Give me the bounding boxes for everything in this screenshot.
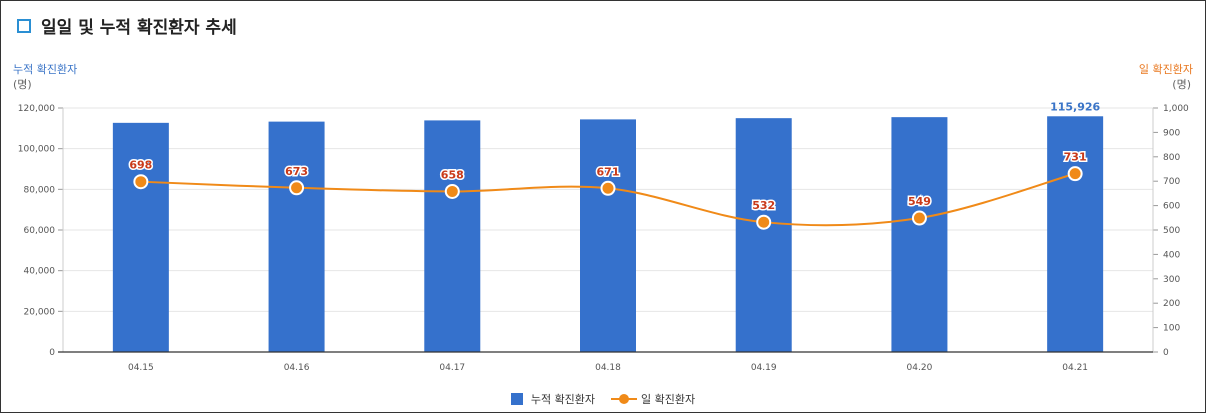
bar bbox=[735, 118, 792, 353]
left-tick-label: 20,000 bbox=[24, 307, 56, 317]
left-axis-title: 누적 확진환자 bbox=[13, 63, 78, 76]
left-tick-label: 60,000 bbox=[24, 226, 56, 236]
left-tick-label: 40,000 bbox=[24, 267, 56, 277]
right-tick-label: 700 bbox=[1163, 177, 1180, 187]
right-tick-label: 0 bbox=[1163, 348, 1169, 358]
square-bullet-icon bbox=[17, 18, 31, 33]
legend-line-swatch bbox=[611, 393, 638, 405]
bar-data-label: 115,926 bbox=[1050, 100, 1100, 113]
legend-item-bar[interactable]: 누적 확진환자 bbox=[510, 391, 596, 407]
title-row: 일일 및 누적 확진환자 추세 bbox=[17, 13, 237, 38]
right-tick-label: 100 bbox=[1163, 324, 1180, 334]
x-tick-label: 04.15 bbox=[128, 363, 154, 373]
line-point bbox=[133, 174, 149, 190]
right-tick-label: 900 bbox=[1163, 128, 1180, 138]
left-tick-label: 100,000 bbox=[18, 145, 55, 155]
line-point bbox=[444, 183, 460, 199]
line-data-label: 532 bbox=[752, 199, 775, 212]
chart-title: 일일 및 누적 확진환자 추세 bbox=[41, 18, 237, 38]
right-axis-unit: (명) bbox=[1172, 78, 1191, 91]
legend-bar-label: 누적 확진환자 bbox=[530, 393, 596, 406]
bar bbox=[891, 117, 948, 353]
line-point bbox=[756, 214, 772, 230]
right-tick-label: 400 bbox=[1163, 250, 1180, 260]
line-point bbox=[1067, 166, 1083, 182]
legend: 누적 확진환자 일 확진환자 bbox=[1, 391, 1205, 407]
line-point bbox=[600, 180, 616, 196]
line-data-label: 673 bbox=[285, 165, 308, 178]
x-tick-label: 04.19 bbox=[751, 363, 777, 373]
x-tick-label: 04.18 bbox=[595, 363, 621, 373]
x-tick-label: 04.16 bbox=[284, 363, 310, 373]
x-tick-label: 04.20 bbox=[907, 363, 933, 373]
right-tick-label: 800 bbox=[1163, 153, 1180, 163]
left-axis-unit: (명) bbox=[13, 78, 32, 91]
left-tick-label: 0 bbox=[49, 348, 55, 358]
right-tick-label: 500 bbox=[1163, 226, 1180, 236]
right-tick-label: 200 bbox=[1163, 299, 1180, 309]
line-data-label: 698 bbox=[129, 159, 152, 172]
line-data-label: 731 bbox=[1064, 151, 1087, 164]
line-point bbox=[911, 210, 927, 226]
left-tick-label: 120,000 bbox=[18, 104, 55, 114]
right-tick-label: 300 bbox=[1163, 275, 1180, 285]
bar bbox=[580, 119, 636, 353]
bar bbox=[112, 122, 169, 353]
right-tick-label: 600 bbox=[1163, 202, 1180, 212]
right-tick-label: 1,000 bbox=[1163, 104, 1189, 114]
bar bbox=[268, 121, 325, 352]
bar bbox=[424, 120, 481, 352]
right-axis-title: 일 확진환자 bbox=[1138, 63, 1193, 76]
x-tick-label: 04.21 bbox=[1062, 363, 1088, 373]
combo-chart: 0 20,000 40,000 60,000 80,000 100,000 120,000 0… bbox=[18, 100, 1189, 373]
legend-line-label: 일 확진환자 bbox=[641, 393, 696, 406]
left-tick-label: 80,000 bbox=[24, 185, 56, 195]
line-data-label: 671 bbox=[597, 165, 620, 178]
legend-bar-swatch bbox=[510, 393, 523, 405]
x-tick-label: 04.17 bbox=[439, 363, 465, 373]
legend-item-line[interactable]: 일 확진환자 bbox=[611, 391, 695, 407]
line-data-label: 549 bbox=[908, 195, 931, 208]
bar bbox=[1047, 116, 1104, 352]
line-point bbox=[289, 180, 305, 196]
line-data-label: 658 bbox=[441, 168, 464, 181]
